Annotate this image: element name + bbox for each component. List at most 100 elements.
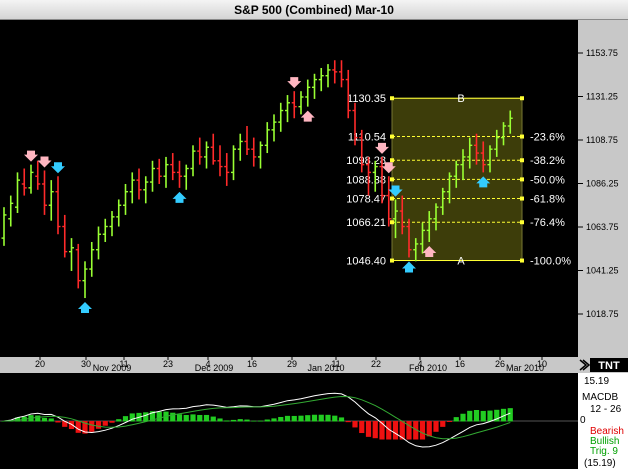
fib-price-label-3: 1088.38 (346, 174, 386, 186)
macd-histogram-bar (149, 411, 156, 422)
ohlc-bar (183, 164, 189, 190)
ohlc-bar (170, 153, 176, 181)
macd-legend-bearish: Bearish (590, 426, 624, 437)
ohlc-bar (460, 149, 466, 181)
macd-histogram-bar (345, 421, 351, 423)
macd-histogram-bar (487, 410, 493, 422)
macd-histogram-bar (392, 421, 399, 440)
x-day-label: 20 (35, 359, 45, 369)
macd-histogram-bar (278, 416, 284, 422)
macd-histogram-bar (399, 421, 405, 440)
macd-histogram-bar (338, 417, 345, 422)
ohlc-bar (35, 160, 41, 190)
ohlc-bar (501, 122, 506, 146)
macd-histogram-bar (109, 421, 115, 423)
macd-histogram-bar (224, 420, 230, 422)
x-month-label: Jan 2010 (307, 363, 344, 373)
fib-handle-right-3 (520, 177, 524, 182)
fib-handle-right-1 (520, 134, 524, 139)
y-tick-label: 1086.25 (586, 179, 619, 189)
chart-title: S&P 500 (Combined) Mar-10 (0, 0, 628, 20)
ohlc-bar (487, 145, 493, 173)
macd-histogram-bar (41, 417, 48, 422)
tnt-logo: TNT (579, 358, 628, 372)
fib-pct-label-5: -76.4% (530, 217, 565, 229)
x-day-label: 26 (495, 359, 505, 369)
macd-histogram-bar (311, 414, 318, 422)
macd-histogram-bar (48, 418, 54, 422)
ohlc-bar (231, 145, 236, 181)
ohlc-bar (278, 102, 284, 132)
x-month-label: Nov 2009 (93, 363, 132, 373)
macd-histogram-bar (156, 411, 162, 422)
ohlc-bar (359, 129, 365, 173)
macd-histogram-bar (332, 415, 338, 422)
macd-bottom-value: (15.19) (584, 458, 616, 469)
macd-top-value: 15.19 (584, 376, 609, 387)
macd-histogram-bar (352, 421, 358, 428)
macd-histogram-bar (35, 415, 41, 422)
ohlc-bar (399, 195, 405, 235)
ohlc-bar (413, 238, 419, 262)
ohlc-bar (116, 199, 122, 227)
price-axis (578, 20, 628, 357)
ohlc-bar (48, 180, 54, 221)
ohlc-bar (393, 199, 398, 239)
macd-histogram-bar (203, 414, 210, 422)
x-month-label: Dec 2009 (195, 363, 234, 373)
fib-handle-left-3 (390, 177, 394, 182)
macd-histogram-bar (413, 421, 419, 440)
y-tick-label: 1018.75 (586, 309, 619, 319)
buy-signal-arrow (476, 176, 491, 188)
macd-histogram-bar (55, 421, 61, 423)
x-month-label: Mar 2010 (506, 363, 544, 373)
sell-signal-arrow (24, 150, 38, 162)
macd-histogram-bar (500, 408, 507, 422)
macd-histogram-bar (359, 421, 365, 434)
macd-histogram-bar (122, 416, 129, 422)
ohlc-bar (129, 172, 135, 204)
macd-legend: 15.19 MACDB 12 - 26 0 Bearish Bullish Tr… (580, 376, 624, 469)
macd-histogram-bar (318, 414, 324, 422)
ohlc-bar (210, 133, 216, 165)
x-day-label: 4 (417, 359, 422, 369)
fib-price-label-6: 1046.40 (346, 256, 386, 268)
ohlc-bar (318, 67, 324, 92)
ohlc-bar (447, 172, 452, 204)
ohlc-bar (96, 226, 101, 260)
fib-pct-label-1: -23.6% (530, 132, 565, 144)
ohlc-bar (150, 160, 155, 192)
macd-histogram-bar (446, 421, 453, 422)
macd-histogram-bar (386, 421, 392, 440)
macd-histogram-bar (116, 419, 122, 422)
fib-handle-left-1 (390, 134, 394, 139)
ohlc-bar (366, 156, 371, 196)
fib-handle-left-2 (390, 158, 394, 163)
ohlc-bar (474, 133, 479, 165)
ohlc-bar (197, 137, 203, 165)
fib-pct-label-6: -100.0% (530, 256, 571, 268)
y-tick-label: 1041.25 (586, 266, 619, 276)
macd-histogram-bar (433, 421, 439, 432)
macd-histogram-bar (95, 421, 102, 429)
ohlc-bar (163, 156, 169, 188)
ohlc-bar (69, 238, 74, 271)
macd-histogram-bar (89, 421, 95, 432)
macd-histogram-bar (480, 410, 486, 422)
price-chart[interactable]: 1130.35 1110.54 -23.6% 1098.28 -38.2% 1088.38… (0, 20, 628, 469)
macd-legend-trigger: Trig. 9 (590, 446, 618, 457)
ohlc-bar (264, 122, 270, 154)
ohlc-bar (352, 102, 358, 146)
macd-histogram-bar (473, 410, 480, 422)
sell-signal-arrow (37, 156, 52, 168)
fib-handle-right-6 (520, 258, 524, 263)
macd-histogram-bar (75, 421, 81, 433)
date-axis (0, 357, 578, 373)
ohlc-bar (285, 95, 290, 123)
macd-histogram-bar (183, 414, 189, 422)
x-day-label: 16 (247, 359, 257, 369)
fib-handle-right-4 (520, 196, 524, 201)
macd-histogram-bar (244, 419, 250, 422)
ohlc-bar (177, 160, 182, 188)
x-day-label: 11 (331, 359, 340, 369)
